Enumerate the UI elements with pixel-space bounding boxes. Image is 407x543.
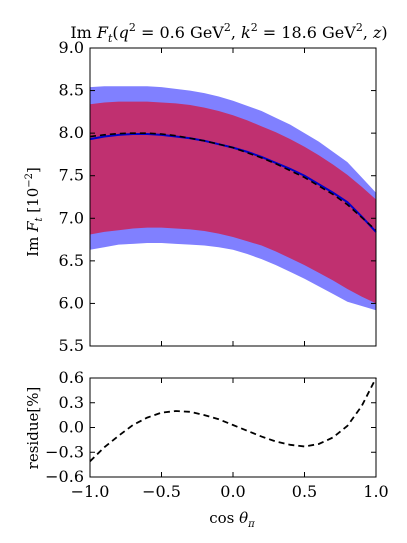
residue-y-tick-label: 0.0 — [59, 418, 84, 437]
main-y-tick-label: 9.0 — [59, 38, 84, 57]
main-y-ticks: 5.5 6.0 6.5 7.0 7.5 8.0 8.5 9.0 — [59, 38, 376, 355]
residue-y-ticks: −0.6 −0.3 0.0 0.3 0.6 — [45, 368, 376, 486]
main-plot-panel: 5.5 6.0 6.5 7.0 7.5 8.0 8.5 9.0 — [59, 38, 377, 355]
x-axis-label: cos θπ — [209, 509, 255, 530]
main-y-tick-label: 7.5 — [59, 166, 84, 185]
residue-plot-frame — [89, 377, 377, 478]
residue-y-tick-label: −0.3 — [45, 442, 84, 461]
main-y-axis-label: Im Ft [10−2] — [24, 167, 45, 257]
main-y-tick-label: 6.5 — [59, 251, 84, 270]
x-tick-label: 0.0 — [220, 482, 245, 501]
x-tick-label: −0.5 — [142, 482, 181, 501]
main-y-tick-label: 5.5 — [59, 336, 84, 355]
residue-plot-panel: −0.6 −0.3 0.0 0.3 0.6 −1.0 −0.5 0.0 0.5 1.0 — [45, 48, 389, 501]
x-tick-label: −1.0 — [71, 482, 110, 501]
residue-y-tick-label: 0.6 — [59, 368, 84, 387]
x-tick-label: 0.5 — [292, 482, 317, 501]
inner-uncertainty-band — [90, 101, 376, 304]
main-y-tick-label: 7.0 — [59, 208, 84, 227]
residue-y-axis-label: residue[%] — [24, 387, 42, 470]
x-tick-label: 1.0 — [363, 482, 388, 501]
main-y-tick-label: 6.0 — [59, 293, 84, 312]
chart-title: Im Ft(q2 = 0.6 GeV2, k2 = 18.6 GeV2, z) — [70, 21, 387, 45]
uncertainty-bands — [90, 86, 376, 311]
approximation-dashed-line — [89, 132, 377, 231]
main-curves — [89, 132, 377, 233]
residue-y-tick-label: 0.3 — [59, 393, 84, 412]
main-y-tick-label: 8.0 — [59, 123, 84, 142]
residue-dashed-line — [89, 377, 377, 462]
residue-curve — [89, 377, 377, 462]
residue-x-ticks: −1.0 −0.5 0.0 0.5 1.0 — [71, 48, 389, 501]
main-y-tick-label: 8.5 — [59, 81, 84, 100]
residue-y-tick-label: −0.6 — [45, 467, 84, 486]
